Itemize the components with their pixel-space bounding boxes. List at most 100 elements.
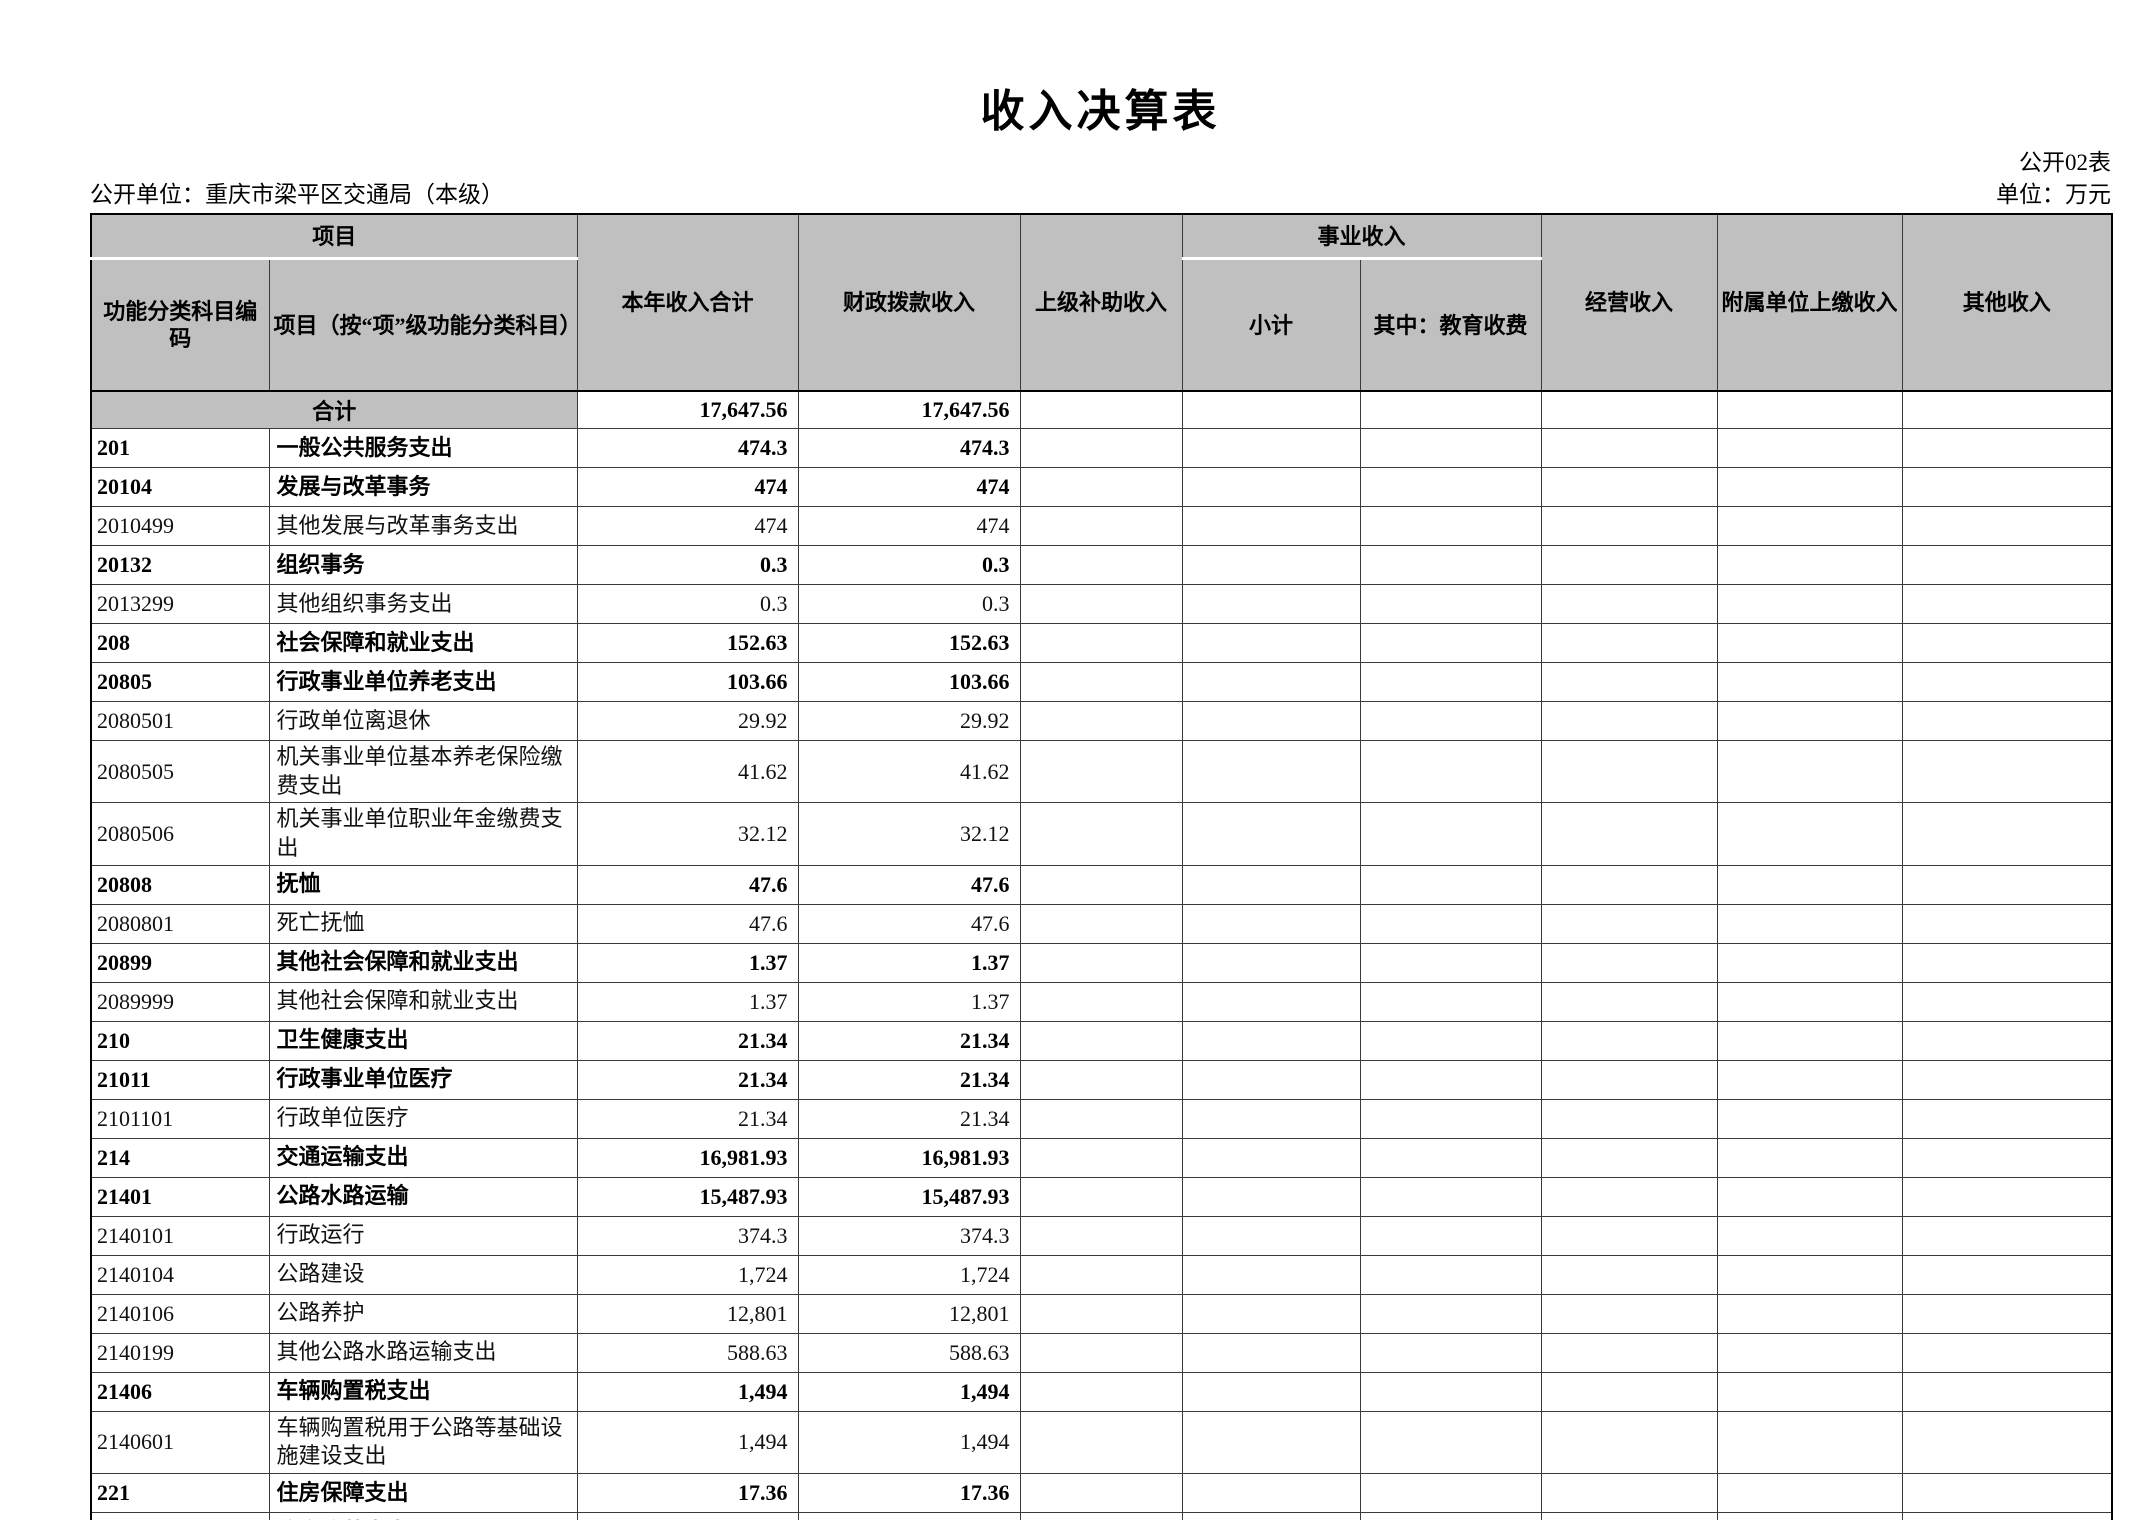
row-empty-cell (1901, 662, 2113, 703)
row-name: 机关事业单位职业年金缴费支出 (268, 802, 578, 866)
row-empty-cell (1901, 584, 2113, 625)
row-code: 21406 (90, 1371, 270, 1412)
row-empty-cell (1716, 1059, 1903, 1100)
row-code: 2140199 (90, 1332, 270, 1373)
row-empty-cell (1181, 1410, 1361, 1474)
table-row: 20805 行政事业单位养老支出 103.66 103.66 (90, 662, 2113, 703)
row-empty-cell (1540, 802, 1718, 866)
row-empty-cell (1901, 1511, 2113, 1520)
row-total-value: 588.63 (576, 1332, 799, 1373)
header-business-income-group: 事业收入 (1181, 213, 1542, 261)
row-empty-cell (1540, 1020, 1718, 1061)
row-name: 组织事务 (268, 545, 578, 586)
row-code: 2080501 (90, 701, 270, 742)
row-empty-cell (1716, 701, 1903, 742)
row-empty-cell (1019, 864, 1183, 905)
row-empty-cell (1019, 1332, 1183, 1373)
row-name: 公路建设 (268, 1254, 578, 1295)
row-empty-cell (1181, 1511, 1361, 1520)
row-total-value: 1,494 (576, 1371, 799, 1412)
row-empty-cell (1359, 1293, 1542, 1334)
row-fiscal-value: 1,494 (797, 1371, 1021, 1412)
row-total-value: 47.6 (576, 864, 799, 905)
table-row: 21011 行政事业单位医疗 21.34 21.34 (90, 1059, 2113, 1100)
row-name: 行政运行 (268, 1215, 578, 1256)
row-code: 2140104 (90, 1254, 270, 1295)
row-empty-cell (1359, 1472, 1542, 1513)
header-project-group: 项目 (90, 213, 578, 261)
header-operating-income: 经营收入 (1540, 213, 1718, 393)
row-name: 死亡抚恤 (268, 903, 578, 944)
row-empty-cell (1019, 545, 1183, 586)
table-row: 2140104 公路建设 1,724 1,724 (90, 1254, 2113, 1295)
row-empty-cell (1181, 1254, 1361, 1295)
table-row: 201 一般公共服务支出 474.3 474.3 (90, 428, 2113, 469)
table-row: 2080505 机关事业单位基本养老保险缴费支出 41.62 41.62 (90, 740, 2113, 804)
row-empty-cell (1359, 506, 1542, 547)
row-empty-cell (1181, 981, 1361, 1022)
row-empty-cell (1901, 1020, 2113, 1061)
row-empty-cell (1181, 701, 1361, 742)
row-empty-cell (1019, 1059, 1183, 1100)
row-total-value: 474 (576, 467, 799, 508)
row-total-value: 374.3 (576, 1215, 799, 1256)
table-row: 2080801 死亡抚恤 47.6 47.6 (90, 903, 2113, 944)
row-name: 卫生健康支出 (268, 1020, 578, 1061)
row-empty-cell (1540, 701, 1718, 742)
row-empty-cell (1716, 802, 1903, 866)
row-empty-cell (1019, 1098, 1183, 1139)
row-empty-cell (1019, 1176, 1183, 1217)
row-empty-cell (1181, 802, 1361, 866)
header-total-income: 本年收入合计 (576, 213, 799, 393)
table-row: 2140101 行政运行 374.3 374.3 (90, 1215, 2113, 1256)
row-empty-cell (1540, 942, 1718, 983)
row-empty-cell (1181, 1137, 1361, 1178)
row-total-value: 1.37 (576, 981, 799, 1022)
row-empty-cell (1540, 662, 1718, 703)
row-name: 其他社会保障和就业支出 (268, 981, 578, 1022)
row-total-value: 29.92 (576, 701, 799, 742)
row-empty-cell (1540, 1059, 1718, 1100)
row-code: 20808 (90, 864, 270, 905)
row-total-value: 152.63 (576, 623, 799, 664)
row-empty-cell (1540, 467, 1718, 508)
row-empty-cell (1019, 1293, 1183, 1334)
publishing-org-label: 公开单位：重庆市梁平区交通局（本级） (90, 182, 504, 208)
row-empty-cell (1716, 584, 1903, 625)
row-code: 2140106 (90, 1293, 270, 1334)
row-code: 208 (90, 623, 270, 664)
row-empty-cell (1901, 1254, 2113, 1295)
row-empty-cell (1019, 1020, 1183, 1061)
row-empty-cell (1359, 864, 1542, 905)
row-total-value: 17.36 (576, 1511, 799, 1520)
header-fiscal-income: 财政拨款收入 (797, 213, 1021, 393)
total-row-empty-cell (1019, 390, 1183, 430)
row-empty-cell (1019, 1511, 1183, 1520)
total-row-label: 合计 (90, 390, 578, 430)
row-empty-cell (1901, 1176, 2113, 1217)
row-empty-cell (1359, 545, 1542, 586)
row-empty-cell (1716, 1215, 1903, 1256)
row-empty-cell (1716, 506, 1903, 547)
row-empty-cell (1359, 1215, 1542, 1256)
row-empty-cell (1716, 623, 1903, 664)
table-row: 2140199 其他公路水路运输支出 588.63 588.63 (90, 1332, 2113, 1373)
row-empty-cell (1359, 1137, 1542, 1178)
row-empty-cell (1901, 942, 2113, 983)
row-total-value: 0.3 (576, 584, 799, 625)
row-empty-cell (1359, 1410, 1542, 1474)
row-empty-cell (1716, 981, 1903, 1022)
row-code: 21401 (90, 1176, 270, 1217)
row-empty-cell (1540, 1293, 1718, 1334)
header-superior-subsidy: 上级补助收入 (1019, 213, 1183, 393)
row-code: 2080801 (90, 903, 270, 944)
total-row-empty-cell (1181, 390, 1361, 430)
header-sub-row: 功能分类科目编码 项目（按“项”级功能分类科目） 小计 其中：教育收费 (90, 258, 2112, 393)
table-row: 20808 抚恤 47.6 47.6 (90, 864, 2113, 905)
row-total-value: 32.12 (576, 802, 799, 866)
row-empty-cell (1901, 1332, 2113, 1373)
row-name: 其他发展与改革事务支出 (268, 506, 578, 547)
row-empty-cell (1359, 701, 1542, 742)
row-name: 其他社会保障和就业支出 (268, 942, 578, 983)
row-name: 行政单位医疗 (268, 1098, 578, 1139)
